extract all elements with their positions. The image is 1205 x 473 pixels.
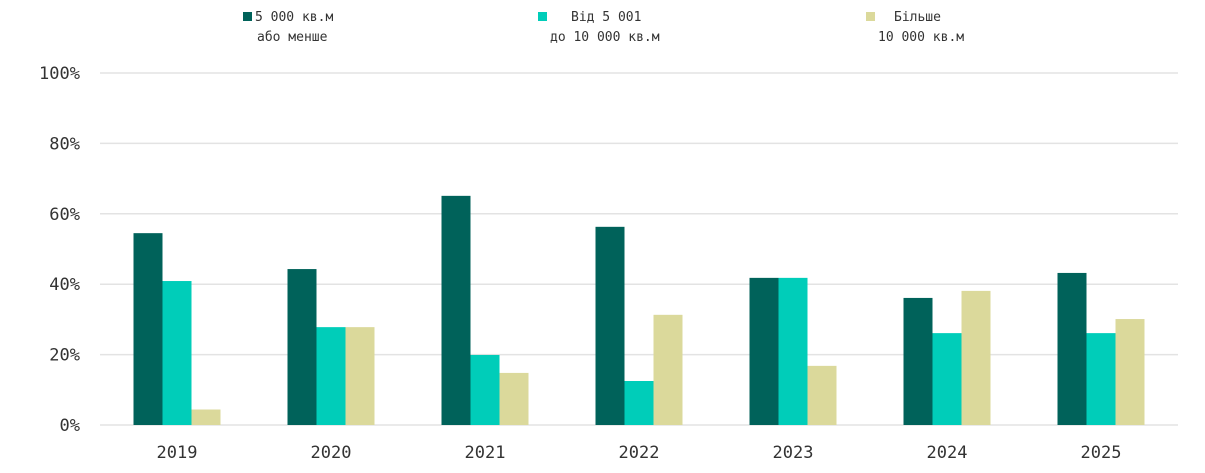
x-tick-label: 2023 xyxy=(773,443,814,463)
gridlines xyxy=(100,72,1178,426)
bar-2023-series-1[interactable] xyxy=(778,277,808,425)
y-axis: 0% 20% 40% 60% 80% 100% xyxy=(39,64,80,436)
legend-item-small[interactable]: 5 000 кв.м або менше xyxy=(243,8,333,48)
bar-2019-series-0[interactable] xyxy=(133,233,163,425)
bar-2020-series-2[interactable] xyxy=(345,327,375,425)
x-tick-label: 2020 xyxy=(311,443,352,463)
legend-swatch xyxy=(538,12,547,21)
bar-2024-series-2[interactable] xyxy=(961,290,991,425)
y-tick-label: 20% xyxy=(49,346,80,366)
bars xyxy=(133,195,1145,425)
legend-label: 5 000 кв.м xyxy=(255,10,334,25)
y-tick-label: 40% xyxy=(49,275,80,295)
legend: 5 000 кв.м або менше Від 5 001 до 10 000… xyxy=(0,8,1205,48)
legend-label: Більше xyxy=(894,10,941,25)
bar-2025-series-0[interactable] xyxy=(1057,272,1087,425)
x-tick-label: 2019 xyxy=(157,443,198,463)
bar-2020-series-1[interactable] xyxy=(316,327,346,425)
legend-swatch xyxy=(243,12,252,21)
bar-2023-series-2[interactable] xyxy=(807,365,837,425)
bar-2022-series-1[interactable] xyxy=(624,381,654,425)
bar-2022-series-0[interactable] xyxy=(595,226,625,425)
legend-item-medium[interactable]: Від 5 001 до 10 000 кв.м xyxy=(538,8,660,48)
legend-item-large[interactable]: Більше 10 000 кв.м xyxy=(866,8,964,48)
x-tick-label: 2024 xyxy=(927,443,968,463)
bar-2021-series-2[interactable] xyxy=(499,372,529,425)
bar-2025-series-2[interactable] xyxy=(1115,319,1145,425)
bar-2019-series-2[interactable] xyxy=(191,409,221,425)
bar-2024-series-0[interactable] xyxy=(903,297,933,425)
y-tick-label: 0% xyxy=(60,416,80,436)
legend-swatch xyxy=(866,12,875,21)
bar-2021-series-1[interactable] xyxy=(470,354,500,425)
y-tick-label: 100% xyxy=(39,64,80,84)
legend-label: або менше xyxy=(257,30,328,45)
legend-label: до 10 000 кв.м xyxy=(550,30,660,45)
y-tick-label: 80% xyxy=(49,134,80,154)
y-tick-label: 60% xyxy=(49,205,80,225)
x-axis: 2019 2020 2021 2022 2023 2024 2025 xyxy=(157,443,1122,463)
bar-2025-series-1[interactable] xyxy=(1086,333,1116,425)
bar-2020-series-0[interactable] xyxy=(287,269,317,425)
x-tick-label: 2025 xyxy=(1081,443,1122,463)
bar-2022-series-2[interactable] xyxy=(653,314,683,425)
legend-label: 10 000 кв.м xyxy=(878,30,965,45)
bar-2019-series-1[interactable] xyxy=(162,281,192,425)
x-tick-label: 2022 xyxy=(619,443,660,463)
bar-2024-series-1[interactable] xyxy=(932,333,962,425)
bar-2023-series-0[interactable] xyxy=(749,277,779,425)
legend-label: Від 5 001 xyxy=(571,10,642,25)
x-tick-label: 2021 xyxy=(465,443,506,463)
bar-2021-series-0[interactable] xyxy=(441,195,471,425)
